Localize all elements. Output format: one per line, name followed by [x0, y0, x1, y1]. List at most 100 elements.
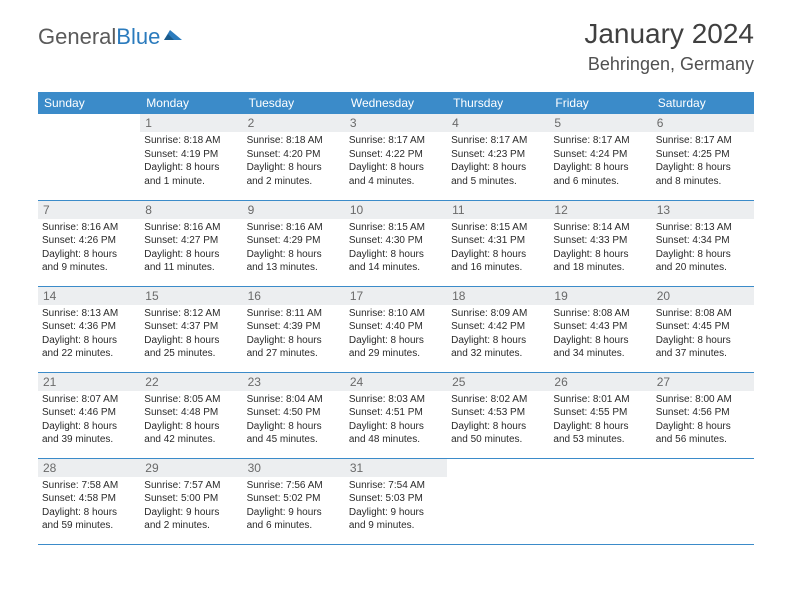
day-details: Sunrise: 8:18 AMSunset: 4:20 PMDaylight:… [243, 132, 345, 190]
daylight-text-1: Daylight: 8 hours [451, 420, 545, 434]
day-number: 6 [652, 114, 754, 132]
daylight-text-2: and 14 minutes. [349, 261, 443, 275]
daylight-text-2: and 9 minutes. [42, 261, 136, 275]
daylight-text-1: Daylight: 8 hours [144, 248, 238, 262]
daylight-text-2: and 59 minutes. [42, 519, 136, 533]
sunrise-text: Sunrise: 8:07 AM [42, 393, 136, 407]
day-details: Sunrise: 8:13 AMSunset: 4:34 PMDaylight:… [652, 219, 754, 277]
calendar-day-cell: 4Sunrise: 8:17 AMSunset: 4:23 PMDaylight… [447, 114, 549, 200]
calendar-day-cell: 17Sunrise: 8:10 AMSunset: 4:40 PMDayligh… [345, 286, 447, 372]
sunset-text: Sunset: 4:55 PM [553, 406, 647, 420]
sunset-text: Sunset: 4:22 PM [349, 148, 443, 162]
day-number: 11 [447, 201, 549, 219]
calendar-week-row: 14Sunrise: 8:13 AMSunset: 4:36 PMDayligh… [38, 286, 754, 372]
daylight-text-2: and 42 minutes. [144, 433, 238, 447]
calendar-day-cell: 25Sunrise: 8:02 AMSunset: 4:53 PMDayligh… [447, 372, 549, 458]
sunset-text: Sunset: 5:03 PM [349, 492, 443, 506]
daylight-text-1: Daylight: 8 hours [553, 248, 647, 262]
sunset-text: Sunset: 4:40 PM [349, 320, 443, 334]
day-details: Sunrise: 8:17 AMSunset: 4:25 PMDaylight:… [652, 132, 754, 190]
sunrise-text: Sunrise: 8:15 AM [451, 221, 545, 235]
day-number: 9 [243, 201, 345, 219]
sunrise-text: Sunrise: 8:13 AM [42, 307, 136, 321]
daylight-text-2: and 18 minutes. [553, 261, 647, 275]
daylight-text-1: Daylight: 8 hours [656, 420, 750, 434]
sunset-text: Sunset: 4:34 PM [656, 234, 750, 248]
calendar-day-cell: 8Sunrise: 8:16 AMSunset: 4:27 PMDaylight… [140, 200, 242, 286]
daylight-text-2: and 48 minutes. [349, 433, 443, 447]
day-number: 21 [38, 373, 140, 391]
day-number: 2 [243, 114, 345, 132]
daylight-text-2: and 32 minutes. [451, 347, 545, 361]
daylight-text-2: and 2 minutes. [247, 175, 341, 189]
day-details: Sunrise: 8:16 AMSunset: 4:29 PMDaylight:… [243, 219, 345, 277]
calendar-day-cell: 16Sunrise: 8:11 AMSunset: 4:39 PMDayligh… [243, 286, 345, 372]
day-number: 1 [140, 114, 242, 132]
daylight-text-1: Daylight: 8 hours [247, 334, 341, 348]
sunset-text: Sunset: 4:27 PM [144, 234, 238, 248]
daylight-text-2: and 29 minutes. [349, 347, 443, 361]
calendar-day-cell [549, 458, 651, 544]
logo-text-blue: Blue [116, 24, 160, 50]
day-details: Sunrise: 8:16 AMSunset: 4:26 PMDaylight:… [38, 219, 140, 277]
daylight-text-1: Daylight: 9 hours [144, 506, 238, 520]
daylight-text-2: and 1 minute. [144, 175, 238, 189]
sunset-text: Sunset: 4:58 PM [42, 492, 136, 506]
sunrise-text: Sunrise: 8:09 AM [451, 307, 545, 321]
day-details: Sunrise: 7:58 AMSunset: 4:58 PMDaylight:… [38, 477, 140, 535]
sunset-text: Sunset: 4:39 PM [247, 320, 341, 334]
daylight-text-2: and 50 minutes. [451, 433, 545, 447]
sunrise-text: Sunrise: 8:17 AM [451, 134, 545, 148]
day-details: Sunrise: 8:13 AMSunset: 4:36 PMDaylight:… [38, 305, 140, 363]
calendar-day-cell: 23Sunrise: 8:04 AMSunset: 4:50 PMDayligh… [243, 372, 345, 458]
sunset-text: Sunset: 4:23 PM [451, 148, 545, 162]
day-details: Sunrise: 8:08 AMSunset: 4:43 PMDaylight:… [549, 305, 651, 363]
daylight-text-1: Daylight: 9 hours [349, 506, 443, 520]
daylight-text-1: Daylight: 8 hours [42, 334, 136, 348]
sunrise-text: Sunrise: 8:16 AM [42, 221, 136, 235]
sunset-text: Sunset: 4:46 PM [42, 406, 136, 420]
calendar-day-cell: 3Sunrise: 8:17 AMSunset: 4:22 PMDaylight… [345, 114, 447, 200]
weekday-header-row: Sunday Monday Tuesday Wednesday Thursday… [38, 92, 754, 114]
sunrise-text: Sunrise: 8:01 AM [553, 393, 647, 407]
calendar-day-cell: 26Sunrise: 8:01 AMSunset: 4:55 PMDayligh… [549, 372, 651, 458]
daylight-text-1: Daylight: 8 hours [451, 161, 545, 175]
daylight-text-1: Daylight: 8 hours [247, 161, 341, 175]
sunset-text: Sunset: 4:31 PM [451, 234, 545, 248]
day-number: 19 [549, 287, 651, 305]
daylight-text-2: and 16 minutes. [451, 261, 545, 275]
sunset-text: Sunset: 4:29 PM [247, 234, 341, 248]
day-details: Sunrise: 8:17 AMSunset: 4:22 PMDaylight:… [345, 132, 447, 190]
daylight-text-2: and 39 minutes. [42, 433, 136, 447]
day-details: Sunrise: 7:57 AMSunset: 5:00 PMDaylight:… [140, 477, 242, 535]
flag-icon [162, 26, 184, 49]
sunset-text: Sunset: 4:25 PM [656, 148, 750, 162]
daylight-text-1: Daylight: 8 hours [553, 334, 647, 348]
sunset-text: Sunset: 4:26 PM [42, 234, 136, 248]
sunset-text: Sunset: 4:37 PM [144, 320, 238, 334]
weekday-header: Thursday [447, 92, 549, 114]
calendar-day-cell: 7Sunrise: 8:16 AMSunset: 4:26 PMDaylight… [38, 200, 140, 286]
sunset-text: Sunset: 5:02 PM [247, 492, 341, 506]
calendar-day-cell: 10Sunrise: 8:15 AMSunset: 4:30 PMDayligh… [345, 200, 447, 286]
calendar-week-row: 28Sunrise: 7:58 AMSunset: 4:58 PMDayligh… [38, 458, 754, 544]
sunset-text: Sunset: 4:36 PM [42, 320, 136, 334]
day-number: 12 [549, 201, 651, 219]
weekday-header: Monday [140, 92, 242, 114]
weekday-header: Saturday [652, 92, 754, 114]
calendar-day-cell [652, 458, 754, 544]
day-details: Sunrise: 8:07 AMSunset: 4:46 PMDaylight:… [38, 391, 140, 449]
day-number: 5 [549, 114, 651, 132]
day-number: 27 [652, 373, 754, 391]
day-details: Sunrise: 8:16 AMSunset: 4:27 PMDaylight:… [140, 219, 242, 277]
day-number: 3 [345, 114, 447, 132]
sunset-text: Sunset: 4:48 PM [144, 406, 238, 420]
sunrise-text: Sunrise: 8:04 AM [247, 393, 341, 407]
day-details: Sunrise: 8:15 AMSunset: 4:31 PMDaylight:… [447, 219, 549, 277]
sunset-text: Sunset: 4:19 PM [144, 148, 238, 162]
calendar-day-cell: 21Sunrise: 8:07 AMSunset: 4:46 PMDayligh… [38, 372, 140, 458]
sunrise-text: Sunrise: 8:14 AM [553, 221, 647, 235]
daylight-text-2: and 4 minutes. [349, 175, 443, 189]
daylight-text-1: Daylight: 8 hours [349, 420, 443, 434]
day-details: Sunrise: 8:02 AMSunset: 4:53 PMDaylight:… [447, 391, 549, 449]
